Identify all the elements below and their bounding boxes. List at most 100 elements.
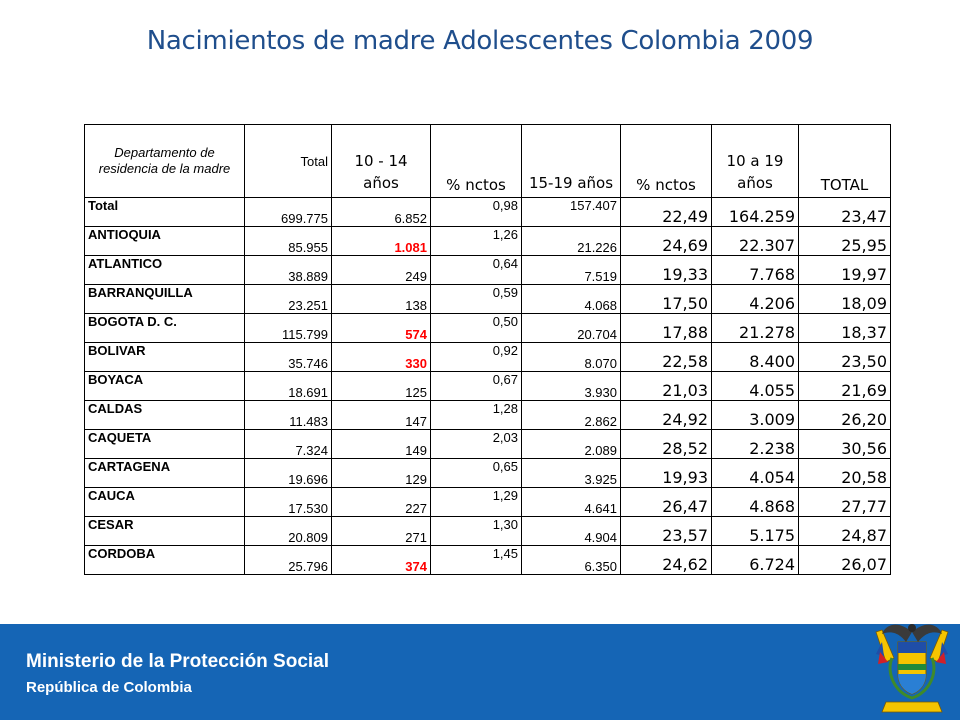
country-name: República de Colombia <box>26 679 192 696</box>
table-row: CAUCA 17.530 227 1,29 4.641 26,47 4.868 27,77 <box>84 487 891 517</box>
cell-dept: CAUCA <box>84 487 245 517</box>
cell-10-19: 6.724 <box>711 545 799 575</box>
cell-pct-10-14: 1,30 <box>430 516 522 546</box>
cell-10-14: 1.081 <box>331 226 431 256</box>
cell-15-19: 157.407 <box>521 197 621 227</box>
cell-10-14: 574 <box>331 313 431 343</box>
cell-total: 17.530 <box>244 487 332 517</box>
cell-total: 20.809 <box>244 516 332 546</box>
table-row: ANTIOQUIA 85.955 1.081 1,26 21.226 24,69 22.30… <box>84 226 891 256</box>
cell-total-pct: 30,56 <box>798 429 891 459</box>
cell-dept: CAQUETA <box>84 429 245 459</box>
cell-total: 25.796 <box>244 545 332 575</box>
cell-10-14: 147 <box>331 400 431 430</box>
cell-total: 699.775 <box>244 197 332 227</box>
cell-10-19: 8.400 <box>711 342 799 372</box>
header-pct-10-14: % nctos <box>430 124 522 198</box>
cell-10-19: 5.175 <box>711 516 799 546</box>
cell-pct-10-14: 1,28 <box>430 400 522 430</box>
cell-15-19: 8.070 <box>521 342 621 372</box>
cell-10-14: 271 <box>331 516 431 546</box>
cell-15-19: 20.704 <box>521 313 621 343</box>
table-row: CARTAGENA 19.696 129 0,65 3.925 19,93 4.054 20,… <box>84 458 891 488</box>
table-row: BOLIVAR 35.746 330 0,92 8.070 22,58 8.400 23,50 <box>84 342 891 372</box>
cell-15-19: 7.519 <box>521 255 621 285</box>
cell-dept: Total <box>84 197 245 227</box>
cell-pct-15-19: 17,88 <box>620 313 712 343</box>
table-row: CORDOBA 25.796 374 1,45 6.350 24,62 6.724 26,07 <box>84 545 891 575</box>
header-15-19: 15-19 años <box>521 124 621 198</box>
cell-total: 11.483 <box>244 400 332 430</box>
cell-pct-15-19: 17,50 <box>620 284 712 314</box>
cell-10-19: 4.206 <box>711 284 799 314</box>
cell-dept: BOGOTA D. C. <box>84 313 245 343</box>
cell-total: 18.691 <box>244 371 332 401</box>
header-pct-15-19: % nctos <box>620 124 712 198</box>
header-total: Total <box>244 124 332 198</box>
cell-10-14: 125 <box>331 371 431 401</box>
cell-10-14: 330 <box>331 342 431 372</box>
cell-15-19: 2.089 <box>521 429 621 459</box>
cell-pct-15-19: 24,92 <box>620 400 712 430</box>
cell-pct-10-14: 0,64 <box>430 255 522 285</box>
cell-total-pct: 21,69 <box>798 371 891 401</box>
cell-total-pct: 23,50 <box>798 342 891 372</box>
header-10-14: 10 - 14 años <box>331 124 431 198</box>
cell-dept: BOLIVAR <box>84 342 245 372</box>
cell-total-pct: 24,87 <box>798 516 891 546</box>
cell-dept: BOYACA <box>84 371 245 401</box>
cell-pct-10-14: 0,65 <box>430 458 522 488</box>
cell-pct-15-19: 26,47 <box>620 487 712 517</box>
births-table: Departamento de residencia de la madre T… <box>84 124 891 575</box>
cell-total-pct: 23,47 <box>798 197 891 227</box>
coat-of-arms-icon <box>875 624 949 713</box>
cell-pct-10-14: 2,03 <box>430 429 522 459</box>
cell-10-19: 22.307 <box>711 226 799 256</box>
cell-10-19: 7.768 <box>711 255 799 285</box>
cell-dept: CESAR <box>84 516 245 546</box>
cell-pct-10-14: 0,98 <box>430 197 522 227</box>
cell-pct-15-19: 24,69 <box>620 226 712 256</box>
table-row: BARRANQUILLA 23.251 138 0,59 4.068 17,50 4.206… <box>84 284 891 314</box>
table-row: CAQUETA 7.324 149 2,03 2.089 28,52 2.238 30,56 <box>84 429 891 459</box>
cell-total-pct: 20,58 <box>798 458 891 488</box>
cell-15-19: 4.641 <box>521 487 621 517</box>
cell-10-14: 149 <box>331 429 431 459</box>
cell-pct-15-19: 19,93 <box>620 458 712 488</box>
table-row: CESAR 20.809 271 1,30 4.904 23,57 5.175 24,87 <box>84 516 891 546</box>
cell-total-pct: 19,97 <box>798 255 891 285</box>
cell-dept: ATLANTICO <box>84 255 245 285</box>
cell-10-14: 249 <box>331 255 431 285</box>
cell-10-19: 4.868 <box>711 487 799 517</box>
cell-15-19: 3.925 <box>521 458 621 488</box>
cell-total: 35.746 <box>244 342 332 372</box>
cell-total: 38.889 <box>244 255 332 285</box>
cell-pct-15-19: 28,52 <box>620 429 712 459</box>
cell-dept: CORDOBA <box>84 545 245 575</box>
cell-10-19: 4.054 <box>711 458 799 488</box>
cell-total-pct: 18,37 <box>798 313 891 343</box>
cell-total-pct: 26,07 <box>798 545 891 575</box>
cell-10-19: 21.278 <box>711 313 799 343</box>
cell-pct-10-14: 0,92 <box>430 342 522 372</box>
cell-10-19: 164.259 <box>711 197 799 227</box>
cell-10-14: 374 <box>331 545 431 575</box>
cell-dept: CARTAGENA <box>84 458 245 488</box>
cell-pct-15-19: 22,49 <box>620 197 712 227</box>
cell-pct-15-19: 19,33 <box>620 255 712 285</box>
cell-pct-10-14: 0,67 <box>430 371 522 401</box>
cell-10-19: 3.009 <box>711 400 799 430</box>
slide-title: Nacimientos de madre Adolescentes Colomb… <box>146 26 814 56</box>
cell-dept: CALDAS <box>84 400 245 430</box>
cell-pct-15-19: 21,03 <box>620 371 712 401</box>
table-row: CALDAS 11.483 147 1,28 2.862 24,92 3.009 26,20 <box>84 400 891 430</box>
cell-total-pct: 27,77 <box>798 487 891 517</box>
cell-15-19: 4.904 <box>521 516 621 546</box>
cell-pct-15-19: 23,57 <box>620 516 712 546</box>
table-header-row: Departamento de residencia de la madre T… <box>84 124 891 198</box>
cell-total: 85.955 <box>244 226 332 256</box>
cell-pct-15-19: 22,58 <box>620 342 712 372</box>
cell-total: 115.799 <box>244 313 332 343</box>
cell-pct-10-14: 0,59 <box>430 284 522 314</box>
cell-dept: BARRANQUILLA <box>84 284 245 314</box>
